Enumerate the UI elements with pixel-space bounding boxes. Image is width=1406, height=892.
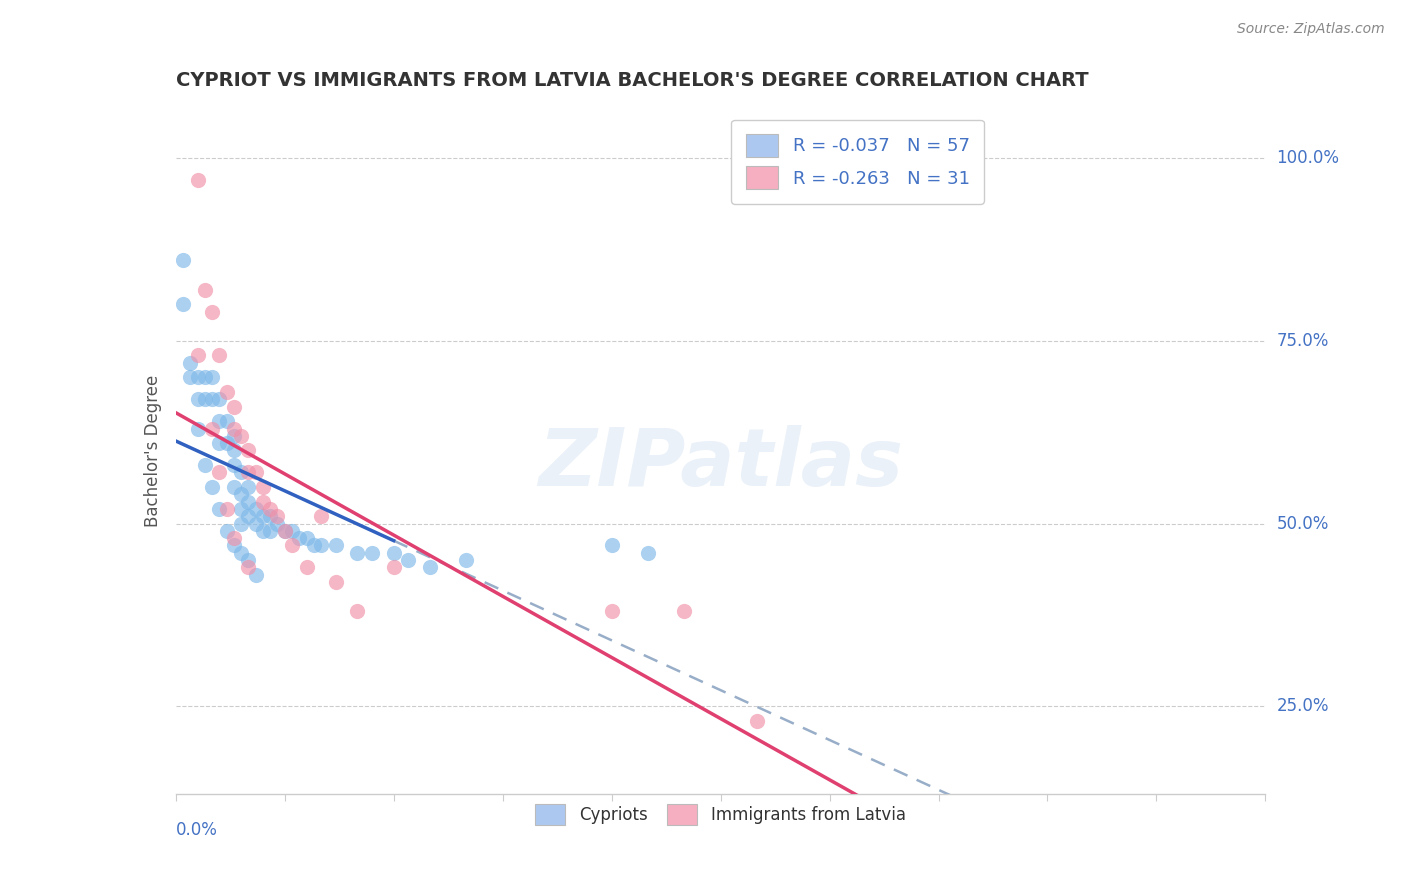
Point (252, 480, 274, 494)
Legend: Cypriots, Immigrants from Latvia: Cypriots, Immigrants from Latvia (527, 796, 914, 834)
Point (231, 546, 253, 560)
Point (222, 458, 245, 472)
Point (309, 538, 332, 552)
Point (238, 553, 260, 567)
Point (222, 429, 245, 443)
Point (252, 494, 274, 508)
Point (259, 502, 281, 516)
Point (238, 494, 260, 508)
Point (179, 370, 201, 384)
Text: ZIPatlas: ZIPatlas (538, 425, 903, 503)
Point (222, 480, 245, 494)
Point (186, 421, 209, 435)
Point (302, 538, 325, 552)
Point (396, 553, 419, 567)
Point (238, 466, 260, 480)
Point (274, 524, 297, 538)
Point (419, 560, 441, 574)
Point (346, 604, 368, 618)
Point (194, 370, 217, 384)
Point (201, 370, 224, 384)
Point (281, 524, 304, 538)
Point (259, 524, 281, 538)
Point (194, 392, 217, 407)
Text: 25.0%: 25.0% (1277, 698, 1329, 715)
Point (274, 524, 297, 538)
Point (172, 253, 194, 268)
Point (288, 531, 311, 545)
Point (222, 531, 245, 545)
Point (245, 567, 267, 582)
Point (222, 400, 245, 414)
Point (266, 516, 288, 531)
Point (745, 714, 768, 728)
Point (179, 356, 201, 370)
Text: CYPRIOT VS IMMIGRANTS FROM LATVIA BACHELOR'S DEGREE CORRELATION CHART: CYPRIOT VS IMMIGRANTS FROM LATVIA BACHEL… (176, 71, 1088, 90)
Point (186, 349, 209, 363)
Point (215, 414, 238, 428)
Point (382, 546, 405, 560)
Point (208, 436, 231, 450)
Point (172, 297, 194, 311)
Point (201, 392, 224, 407)
Point (222, 421, 245, 435)
Point (252, 509, 274, 524)
Text: 0.0%: 0.0% (176, 822, 218, 839)
Point (231, 502, 253, 516)
Point (252, 524, 274, 538)
Point (382, 560, 405, 574)
Y-axis label: Bachelor's Degree: Bachelor's Degree (143, 375, 162, 526)
Point (208, 349, 231, 363)
Point (600, 538, 623, 552)
Point (673, 604, 696, 618)
Point (194, 283, 217, 297)
Point (208, 466, 231, 480)
Point (637, 546, 659, 560)
Point (266, 509, 288, 524)
Point (186, 392, 209, 407)
Point (201, 480, 224, 494)
Point (346, 546, 368, 560)
Point (208, 414, 231, 428)
Point (231, 516, 253, 531)
Point (215, 436, 238, 450)
Point (360, 546, 382, 560)
Point (600, 604, 623, 618)
Point (456, 553, 478, 567)
Point (325, 538, 347, 552)
Point (238, 443, 260, 458)
Point (325, 574, 347, 589)
Text: Source: ZipAtlas.com: Source: ZipAtlas.com (1237, 22, 1385, 37)
Point (201, 421, 224, 435)
Point (295, 560, 318, 574)
Point (295, 531, 318, 545)
Point (231, 466, 253, 480)
Point (215, 502, 238, 516)
Point (208, 502, 231, 516)
Point (208, 392, 231, 407)
Point (309, 509, 332, 524)
Point (186, 370, 209, 384)
Text: 75.0%: 75.0% (1277, 332, 1329, 350)
Point (215, 384, 238, 399)
Text: 50.0%: 50.0% (1277, 515, 1329, 533)
Point (231, 429, 253, 443)
Point (238, 480, 260, 494)
Point (215, 524, 238, 538)
Point (222, 538, 245, 552)
Point (194, 458, 217, 472)
Point (245, 502, 267, 516)
Point (245, 466, 267, 480)
Point (238, 560, 260, 574)
Point (281, 538, 304, 552)
Point (186, 173, 209, 187)
Point (201, 304, 224, 318)
Point (231, 487, 253, 501)
Text: 100.0%: 100.0% (1277, 149, 1340, 167)
Point (238, 509, 260, 524)
Point (245, 516, 267, 531)
Point (222, 443, 245, 458)
Point (259, 509, 281, 524)
